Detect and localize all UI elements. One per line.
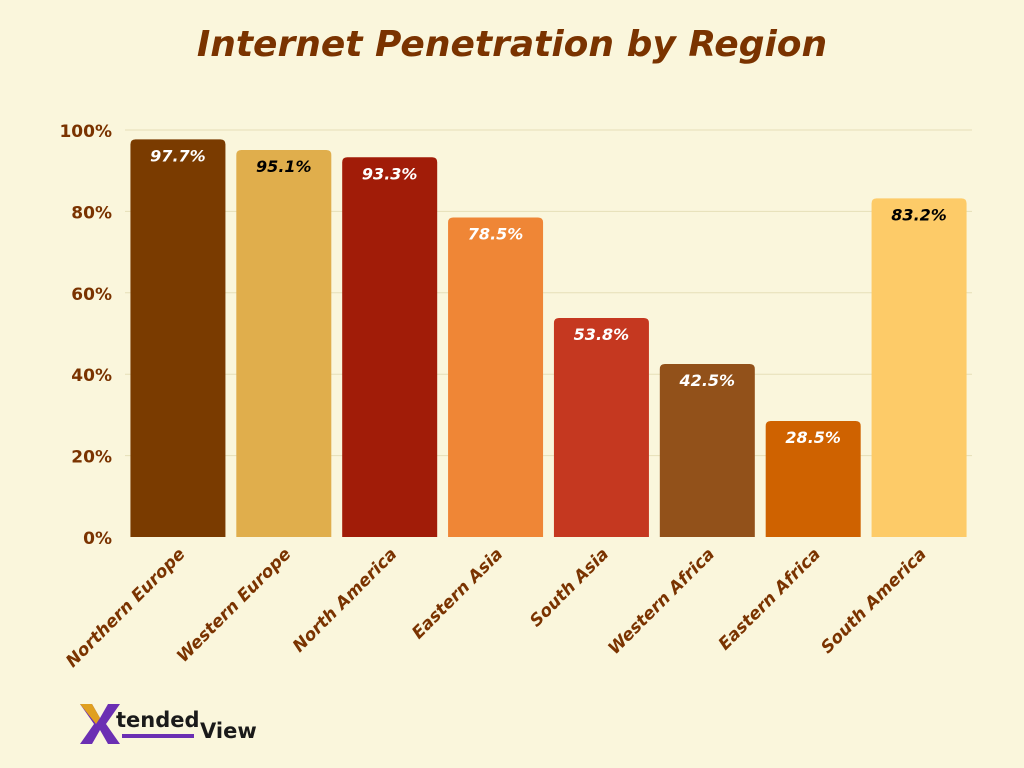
y-tick-label: 40% (71, 366, 112, 386)
y-tick-label: 0% (83, 529, 112, 549)
logo-word-tended: tended (116, 708, 200, 732)
x-tick-label: Northern Europe (62, 544, 189, 671)
y-tick-label: 20% (71, 448, 112, 468)
logo-mark-icon (80, 704, 194, 744)
data-label: 42.5% (679, 371, 736, 390)
bar (765, 421, 861, 537)
x-tick-label: Western Africa (605, 544, 719, 658)
data-label: 53.8% (574, 325, 630, 344)
data-label: 78.5% (468, 225, 524, 244)
bar-chart: 0% 20% 40% 60% 80% 100% 97.7% Northern Europe 95… (59, 122, 972, 672)
data-label: 83.2% (891, 205, 947, 224)
data-label: 95.1% (256, 157, 312, 176)
x-tick-label: Western Europe (173, 544, 295, 666)
y-tick-label: 100% (59, 122, 112, 142)
bar (448, 217, 544, 537)
data-label: 97.7% (150, 146, 206, 165)
x-tick-label: North America (289, 544, 401, 656)
logo-word-view: View (200, 719, 257, 743)
bar (342, 157, 438, 538)
x-tick-label: Eastern Asia (408, 544, 507, 643)
bar (553, 318, 649, 537)
x-tick-label: South America (817, 544, 930, 657)
y-tick-label: 60% (71, 285, 112, 305)
bar (659, 364, 755, 537)
y-tick-label: 80% (71, 203, 112, 223)
chart-title: Internet Penetration by Region (196, 24, 828, 65)
x-tick-label: Eastern Africa (715, 544, 825, 654)
bar (871, 198, 967, 537)
data-label: 28.5% (785, 428, 841, 447)
bar (236, 149, 332, 537)
x-tick-label: South Asia (526, 544, 613, 631)
xtendedview-logo: tended View (78, 700, 278, 750)
bar (130, 139, 226, 537)
data-label: 93.3% (362, 164, 418, 183)
